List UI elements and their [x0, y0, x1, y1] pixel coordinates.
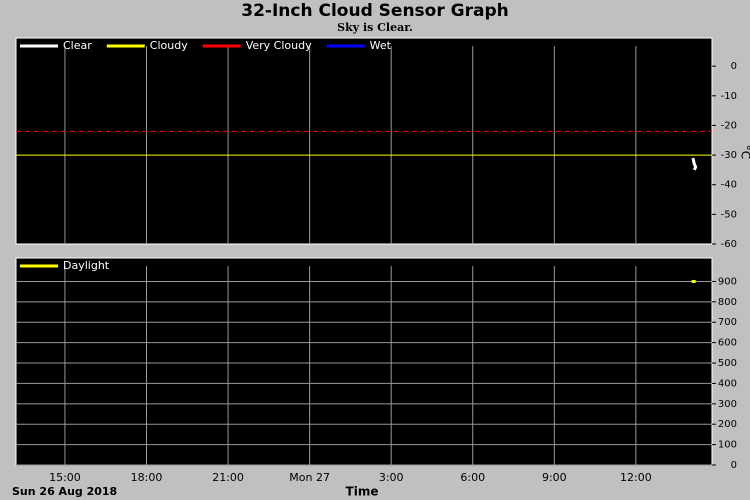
y-tick-label: -40 — [721, 180, 737, 191]
y-axis-label: °C — [739, 145, 750, 159]
x-tick-label: 3:00 — [379, 471, 404, 484]
y-tick-label: -30 — [721, 150, 737, 161]
y-tick-label: -20 — [721, 120, 737, 131]
y-tick-label: 300 — [718, 399, 737, 410]
x-tick-label: 12:00 — [620, 471, 652, 484]
legend-label: Wet — [370, 39, 392, 52]
date-label: Sun 26 Aug 2018 — [12, 485, 117, 498]
y-tick-label: 500 — [718, 358, 737, 369]
y-tick-label: 700 — [718, 317, 737, 328]
legend-label: Clear — [63, 39, 92, 52]
x-tick-label: 9:00 — [542, 471, 567, 484]
y-tick-label: -10 — [721, 91, 737, 102]
plot-area — [15, 37, 713, 245]
y-tick-label: -50 — [721, 209, 737, 220]
legend-label: Daylight — [63, 259, 110, 272]
y-tick-label: 800 — [718, 297, 737, 308]
x-tick-label: 15:00 — [49, 471, 81, 484]
legend-label: Very Cloudy — [246, 39, 312, 52]
data-line — [691, 157, 698, 171]
y-tick-label: 100 — [718, 440, 737, 451]
x-tick-label: Mon 27 — [289, 471, 330, 484]
y-tick-label: 900 — [718, 276, 737, 287]
x-tick-label: 21:00 — [212, 471, 244, 484]
chart-title: 32-Inch Cloud Sensor Graph — [241, 1, 508, 21]
y-tick-label: 400 — [718, 378, 737, 389]
y-tick-label: -60 — [721, 239, 737, 250]
y-tick-label: 0 — [731, 460, 737, 471]
y-tick-label: 600 — [718, 338, 737, 349]
plot-area — [15, 257, 713, 466]
x-tick-label: 6:00 — [460, 471, 485, 484]
y-tick-label: 0 — [731, 61, 737, 72]
y-tick-label: 200 — [718, 419, 737, 430]
x-axis-label: Time — [346, 485, 379, 499]
chart-subtitle: Sky is Clear. — [337, 21, 413, 34]
legend-label: Cloudy — [150, 39, 188, 52]
x-tick-label: 18:00 — [131, 471, 163, 484]
